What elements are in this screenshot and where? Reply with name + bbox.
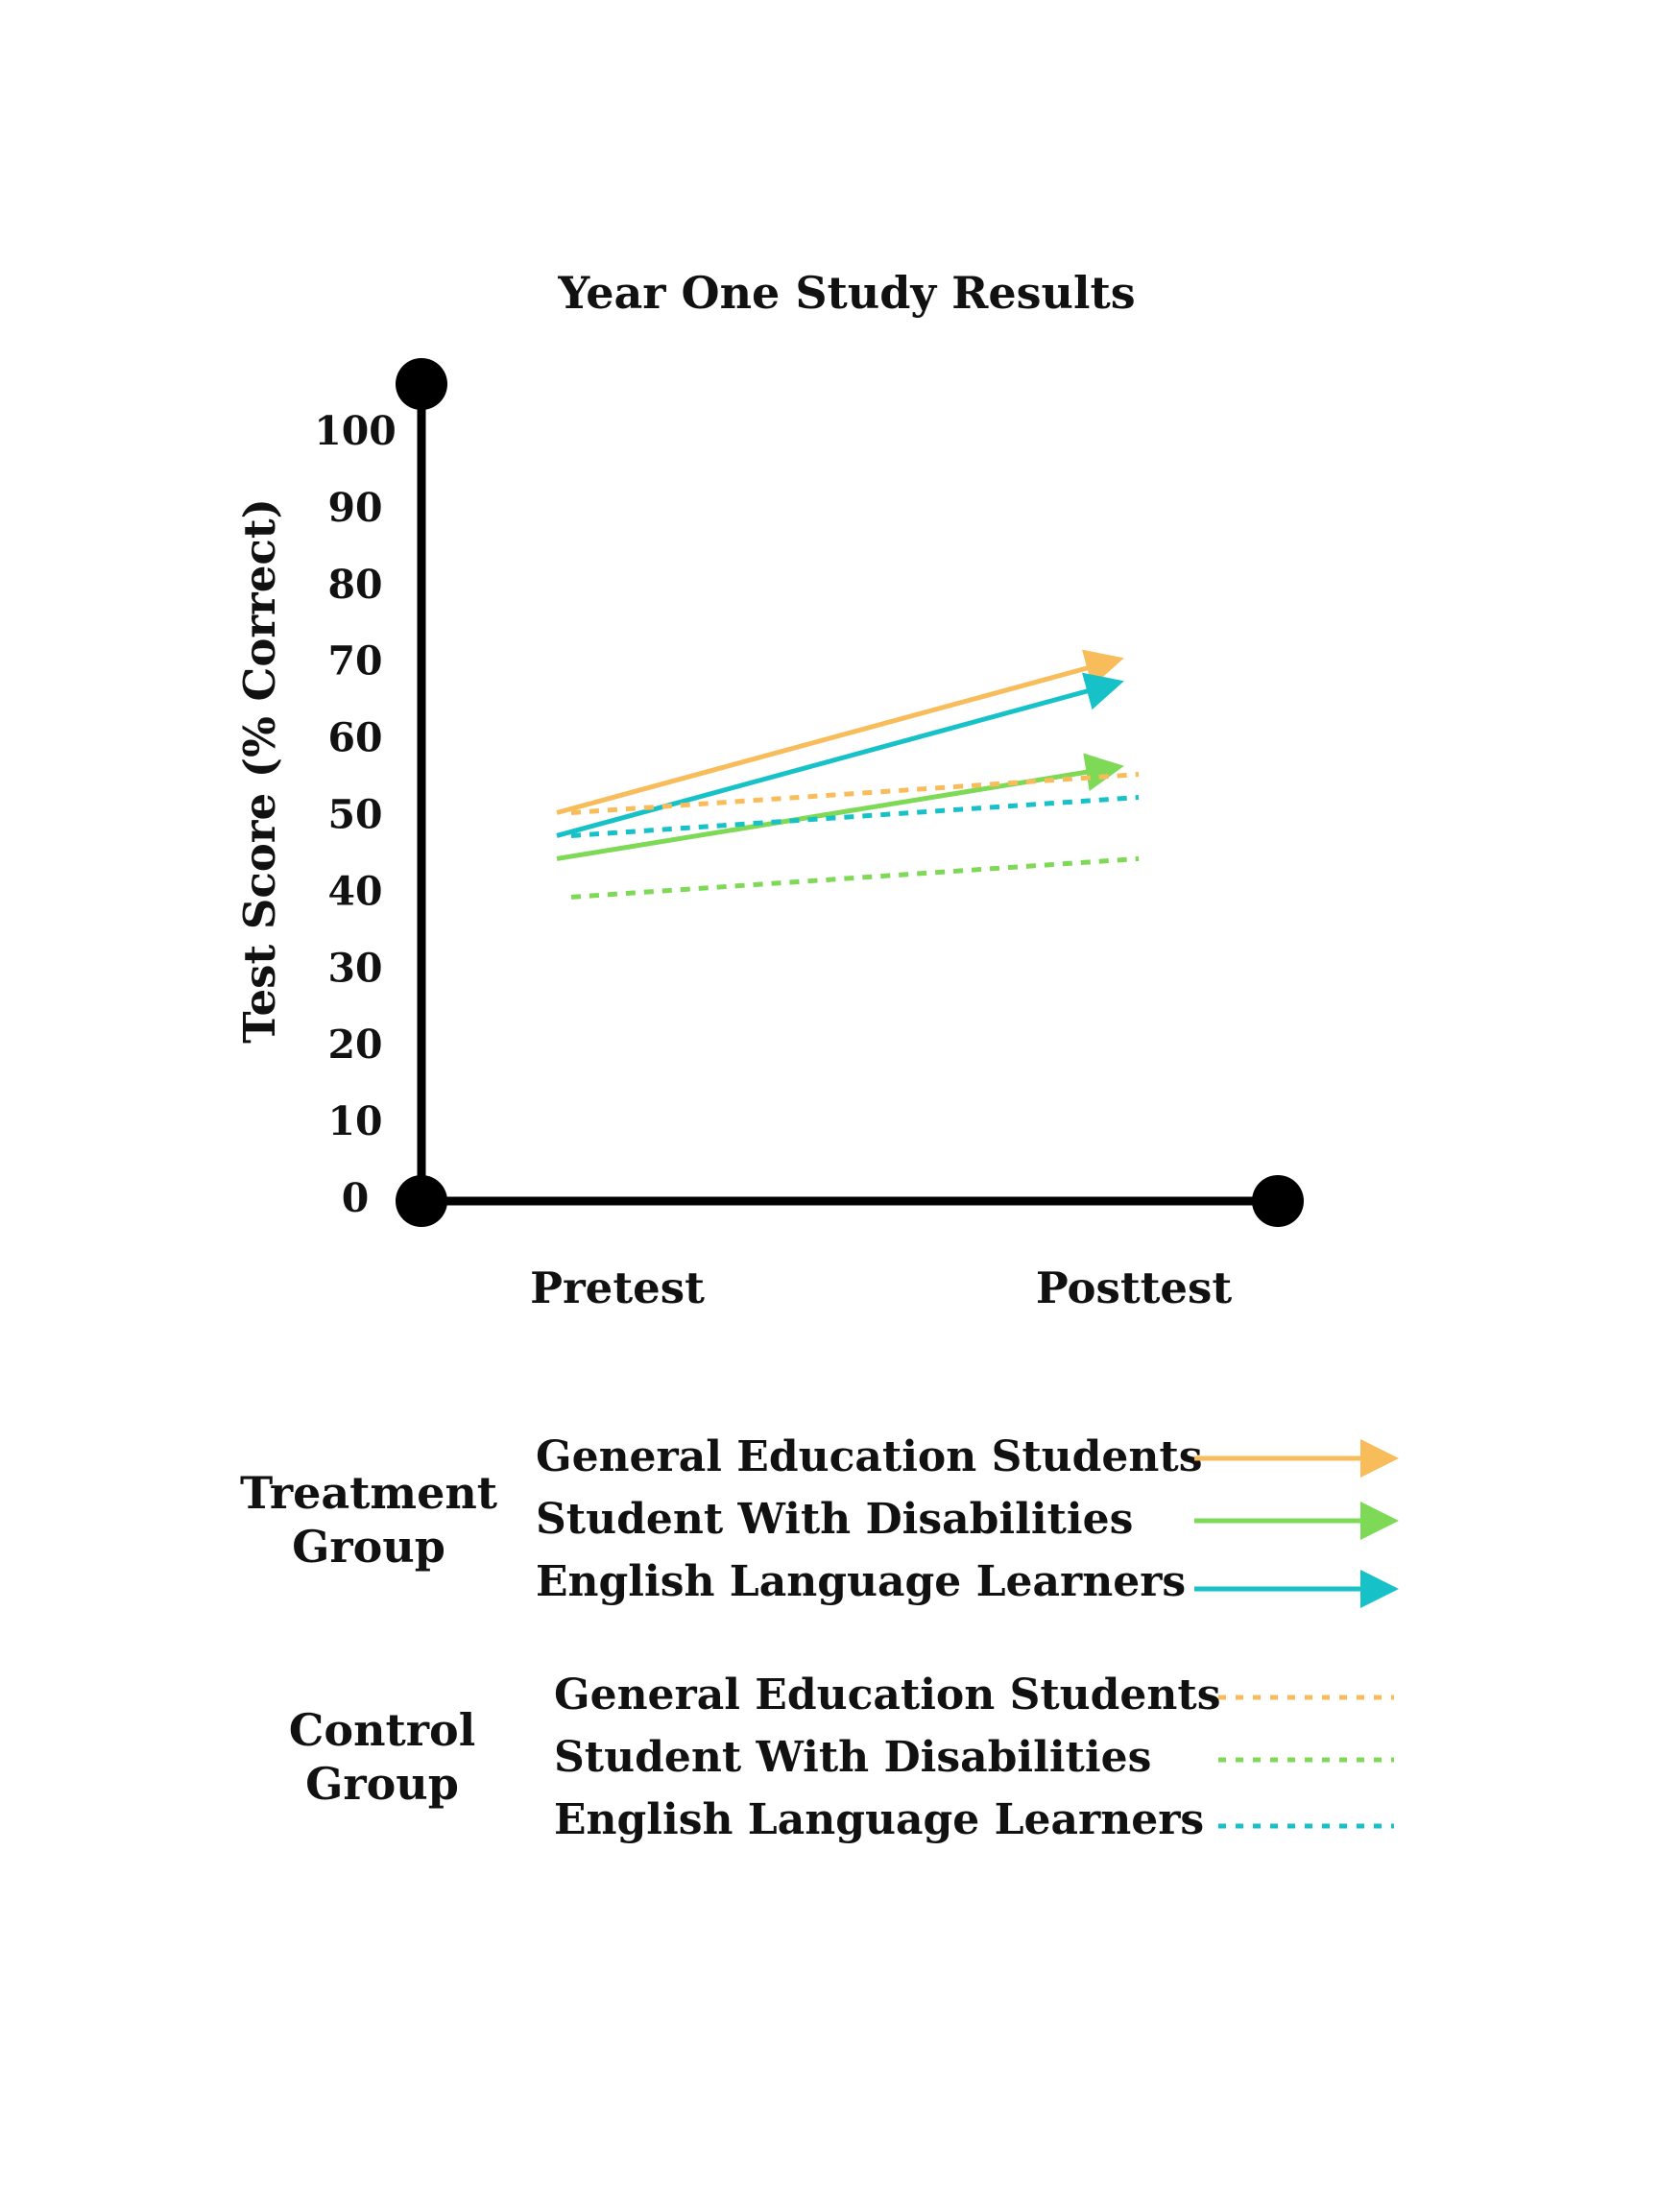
legend-item-label: English Language Learners: [536, 1557, 1186, 1606]
treatment-series-line: [556, 649, 1124, 815]
chart-title: Year One Study Results: [557, 267, 1135, 319]
y-tick-label: 100: [314, 408, 397, 454]
x-tick-label: Posttest: [1036, 1262, 1233, 1313]
y-tick-label: 50: [327, 792, 382, 838]
y-tick-label: 20: [327, 1022, 382, 1068]
treatment-series-line: [556, 672, 1124, 838]
control-series-line: [570, 855, 1140, 900]
y-tick-label: 60: [327, 715, 382, 761]
y-tick-label: 10: [327, 1098, 382, 1144]
control-series-line: [570, 795, 1140, 838]
y-tick-label: 80: [327, 562, 382, 608]
axes: [396, 358, 1304, 1227]
y-tick-label: 70: [327, 638, 382, 685]
legend-item-label: Student With Disabilities: [554, 1733, 1151, 1782]
y-tick-label: 30: [327, 945, 382, 991]
x-tick-labels: Pretest Posttest: [530, 1262, 1232, 1313]
y-tick-labels: 0 10 20 30 40 50 60 70 80 90 100: [314, 408, 397, 1221]
legend-group-label: Treatment Group: [240, 1467, 498, 1573]
x-tick-label: Pretest: [530, 1262, 705, 1313]
y-axis-end-dot: [396, 358, 447, 410]
y-tick-label: 0: [342, 1175, 370, 1221]
y-axis-label: Test Score (% Correct): [234, 498, 285, 1044]
legend-group-label: Control Group: [289, 1704, 475, 1810]
treatment-series-line: [556, 753, 1124, 861]
y-tick-label: 90: [327, 485, 382, 531]
legend-item-label: English Language Learners: [554, 1795, 1204, 1844]
y-tick-label: 40: [327, 868, 382, 914]
origin-dot: [396, 1175, 447, 1227]
legend-item-label: General Education Students: [554, 1671, 1221, 1719]
x-axis-end-dot: [1252, 1175, 1304, 1227]
legend-item-label: General Education Students: [536, 1432, 1203, 1481]
legend-item-label: Student With Disabilities: [536, 1495, 1133, 1544]
control-series-line: [570, 772, 1140, 815]
plot-lines: [556, 649, 1140, 900]
legend: Treatment Group Control Group General Educat…: [240, 1432, 1399, 1844]
